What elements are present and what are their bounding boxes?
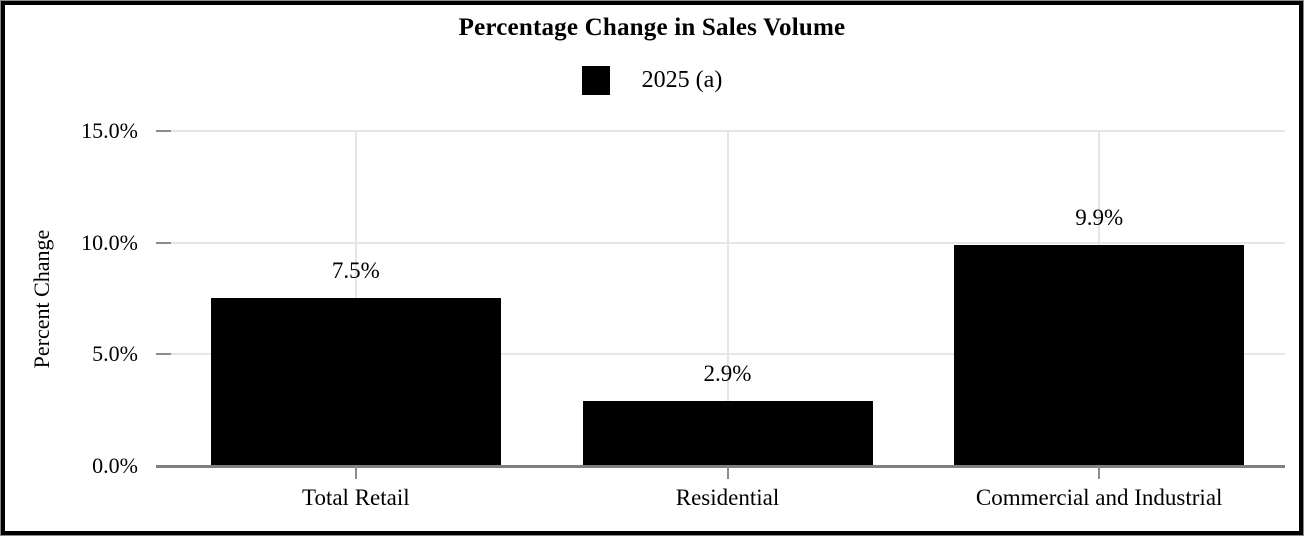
y-tick [156,241,171,244]
gridline-vertical [726,130,729,465]
bar-value-label: 9.9% [1075,204,1124,230]
y-tick-label: 10.0% [81,229,138,255]
chart-title: Percentage Change in Sales Volume [458,14,846,41]
bar [582,401,873,465]
bar-value-label: 2.9% [703,361,752,387]
y-tick [156,129,171,132]
x-tick [1098,466,1101,479]
y-tick [156,353,171,356]
y-tick-label: 15.0% [81,117,138,143]
gridline-vertical [354,130,357,465]
x-tick [726,466,729,479]
x-category-label: Residential [675,485,780,510]
bar-value-label: 7.5% [331,258,380,284]
legend-swatch-icon [581,65,610,95]
x-category-label: Commercial and Industrial [975,485,1223,510]
x-tick [354,466,357,479]
bar [210,298,501,465]
x-category-label: Total Retail [302,485,410,510]
legend: 2025 (a) [0,64,1304,96]
x-axis-line [156,465,1285,468]
legend-label: 2025 (a) [641,66,723,93]
y-tick-label: 0.0% [92,453,138,478]
bar [954,244,1245,465]
y-tick-label: 5.0% [92,341,138,367]
